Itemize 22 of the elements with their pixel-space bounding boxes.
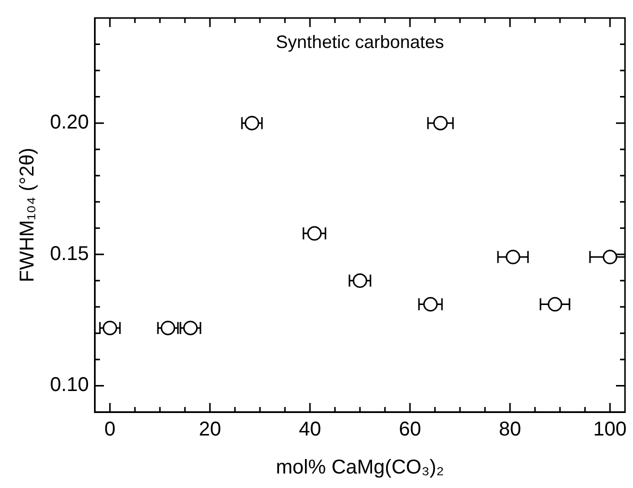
point bbox=[160, 320, 176, 336]
x-tick-label: 0 bbox=[104, 418, 116, 441]
y-axis-title: FWHM₁₀₄ (°2θ) bbox=[16, 148, 39, 282]
point bbox=[506, 250, 520, 264]
x-tick-label: 40 bbox=[298, 418, 322, 441]
point bbox=[352, 273, 368, 288]
point bbox=[602, 250, 618, 264]
point bbox=[423, 297, 438, 312]
point bbox=[307, 226, 322, 241]
point bbox=[433, 116, 448, 130]
point bbox=[548, 297, 562, 312]
annotation: Synthetic carbonates bbox=[276, 32, 444, 52]
x-axis-title: mol% CaMg(CO₃)₂ bbox=[276, 456, 444, 479]
y-tick-label: 0.10 bbox=[50, 374, 89, 396]
x-tick-label: 20 bbox=[198, 418, 222, 441]
x-tick-label: 60 bbox=[398, 418, 422, 441]
point bbox=[244, 116, 260, 130]
x-tick-label: 80 bbox=[498, 418, 522, 441]
point bbox=[102, 320, 118, 336]
y-tick-label: 0.15 bbox=[50, 242, 89, 265]
x-tick-label: 100 bbox=[593, 418, 627, 441]
y-tick-label: 0.20 bbox=[50, 112, 89, 134]
